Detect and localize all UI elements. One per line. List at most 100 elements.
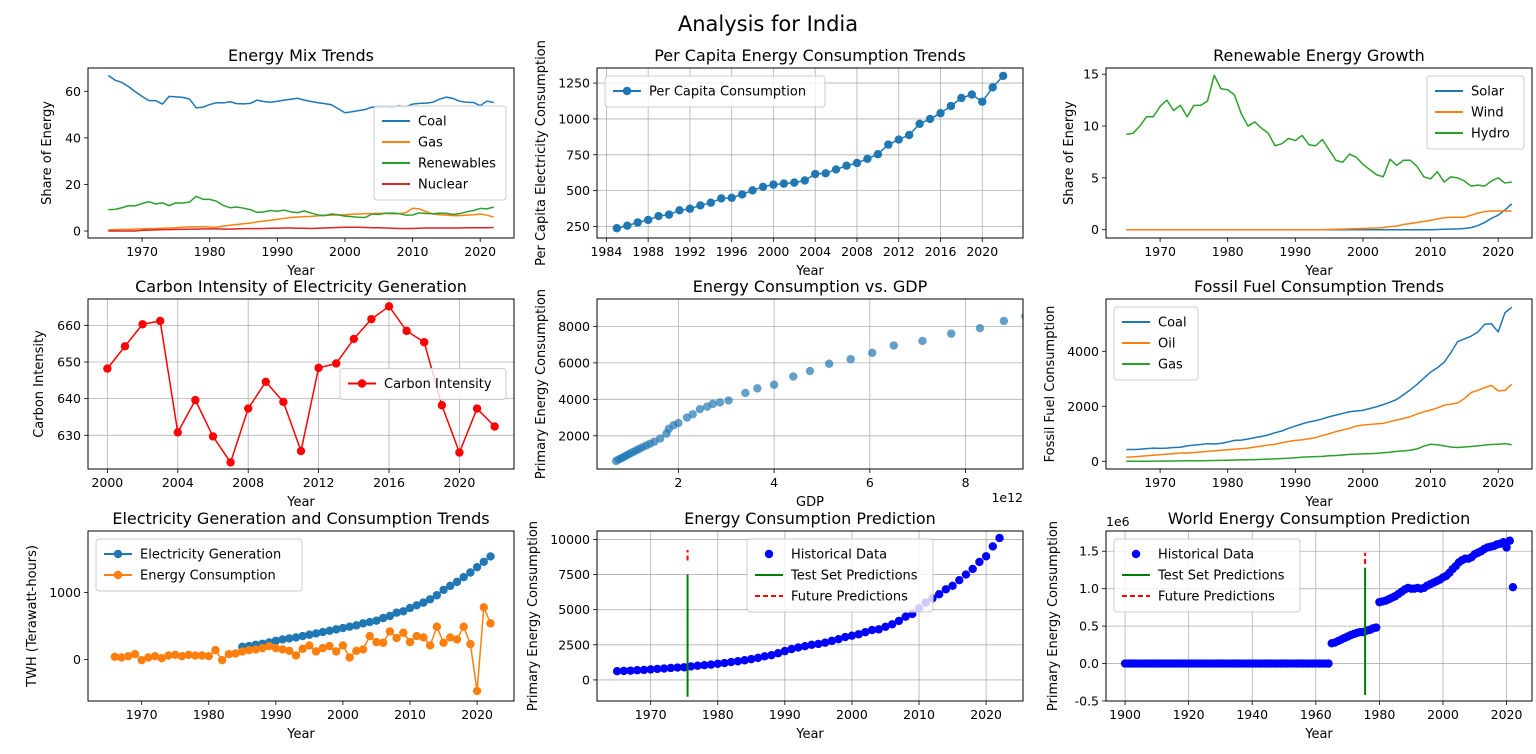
legend-box xyxy=(1113,306,1199,381)
data-point-electricity-generation xyxy=(425,595,435,604)
legend: Carbon Intensity xyxy=(339,368,507,400)
historical-point xyxy=(1505,536,1514,545)
subplot-fossil-fuel-consumption-trends: 1970 1980 1990 2000 2010 2020 0 2000 4000 Fossil … xyxy=(1043,277,1533,510)
data-point-electricity-generation xyxy=(345,622,354,631)
legend-label-future-predictions: Future Predictions xyxy=(791,590,908,605)
subplot-title: Carbon Intensity of Electricity Generati… xyxy=(135,277,467,296)
x-tick-label: 2020 xyxy=(1491,707,1523,722)
data-point-per-capita-consumption xyxy=(675,206,684,215)
y-tick-label: 0.0 xyxy=(1079,656,1099,671)
data-point-per-capita-consumption xyxy=(696,201,705,210)
legend: Per Capita Consumption xyxy=(604,75,826,108)
data-point-energy-consumption xyxy=(177,651,187,661)
axes-frame xyxy=(87,67,515,239)
historical-point xyxy=(854,630,863,639)
y-tick-label: 1000 xyxy=(49,585,81,600)
x-axis-label: GDP xyxy=(796,495,824,510)
data-point-per-capita-consumption xyxy=(957,93,966,103)
historical-point xyxy=(1324,659,1333,668)
data-point-per-capita-consumption xyxy=(884,140,893,149)
data-point-energy-consumption xyxy=(412,631,421,641)
axes-frame xyxy=(1105,530,1533,702)
historical-point xyxy=(800,642,810,651)
data-point-per-capita-consumption xyxy=(769,180,778,189)
data-point-electricity-generation xyxy=(446,581,455,591)
data-point-electricity-generation xyxy=(358,619,368,628)
x-tick-label: 8 xyxy=(962,475,970,490)
x-tick-label: 2020 xyxy=(1482,244,1514,259)
data-point-energy-consumption xyxy=(466,639,475,649)
data-point-electricity-generation xyxy=(452,577,462,587)
data-point-carbon-intensity xyxy=(120,342,130,351)
series-line-hydro xyxy=(1126,74,1512,187)
x-tick-label: 1996 xyxy=(716,244,748,259)
legend-label-electricity-generation: Electricity Generation xyxy=(140,548,281,563)
x-tick-label: 1980 xyxy=(1363,707,1395,722)
legend-label-coal: Coal xyxy=(418,115,447,130)
series-line-gas xyxy=(108,207,494,231)
data-point-per-capita-consumption xyxy=(904,130,914,140)
legend: Solar Wind Hydro xyxy=(1426,75,1525,150)
data-point-per-capita-consumption xyxy=(863,154,872,164)
data-point-energy-consumption xyxy=(311,647,321,656)
legend-label-gas: Gas xyxy=(1158,358,1183,373)
historical-point xyxy=(713,659,722,668)
historical-point xyxy=(693,661,702,670)
subplot-energy-mix-trends: 1970 1980 1990 2000 2010 2020 0 20 40 60 Energy Mi… xyxy=(40,46,515,279)
x-tick-label: 2000 xyxy=(1347,475,1379,490)
y-axis-label: Share of Energy xyxy=(40,101,55,205)
x-tick-label: 1980 xyxy=(702,707,734,722)
data-point-electricity-generation xyxy=(325,626,334,635)
data-point-energy-consumption xyxy=(392,633,401,643)
data-point-per-capita-consumption xyxy=(967,90,977,99)
historical-point xyxy=(961,570,971,579)
data-point-energy-consumption xyxy=(298,644,307,653)
y-tick-label: 250 xyxy=(566,219,590,234)
data-point-energy-consumption xyxy=(486,619,495,628)
x-axis-label: Year xyxy=(286,264,315,279)
x-tick-label: 2010 xyxy=(903,707,935,722)
scatter-point xyxy=(769,380,779,389)
data-point-electricity-generation xyxy=(332,625,341,634)
y-tick-label: 5 xyxy=(1091,170,1099,185)
historical-point xyxy=(639,665,649,675)
historical-point xyxy=(1502,543,1511,552)
x-tick-label: 2008 xyxy=(841,244,873,259)
data-point-energy-consumption xyxy=(164,651,173,660)
data-point-per-capita-consumption xyxy=(925,114,935,124)
data-point-energy-consumption xyxy=(217,655,227,665)
series-line-nuclear xyxy=(108,226,494,232)
data-point-energy-consumption xyxy=(224,649,234,659)
data-point-carbon-intensity xyxy=(490,422,499,431)
historical-point xyxy=(780,646,790,656)
data-point-per-capita-consumption xyxy=(800,176,809,185)
scatter-point xyxy=(789,372,798,381)
y-tick-label: 60 xyxy=(65,84,81,99)
data-point-energy-consumption xyxy=(197,651,207,660)
scatter-point xyxy=(846,354,855,364)
historical-point xyxy=(941,585,951,594)
subplot-per-capita-energy-consumption-trends: 1984 1988 1992 1996 2000 2004 2008 2012 2016 2020… xyxy=(534,40,1024,279)
x-tick-label: 1980 xyxy=(194,244,226,259)
data-point-carbon-intensity xyxy=(208,432,218,441)
axes-frame xyxy=(596,298,1024,470)
x-tick-label: 1990 xyxy=(261,244,293,259)
historical-point xyxy=(955,575,964,585)
data-point-carbon-intensity xyxy=(332,359,341,368)
historical-point xyxy=(934,590,944,599)
series-line-gas xyxy=(1126,442,1512,463)
data-point-carbon-intensity xyxy=(437,401,447,410)
historical-point xyxy=(760,652,769,661)
data-point-electricity-generation xyxy=(365,617,374,627)
y-axis-label: Per Capita Electricity Consumption xyxy=(534,40,549,266)
x-tick-label: 1990 xyxy=(1279,244,1311,259)
x-tick-label: 1970 xyxy=(126,244,158,259)
legend-label-historical-data: Historical Data xyxy=(1158,548,1254,563)
legend-label-renewables: Renewables xyxy=(418,157,496,172)
subplot-energy-consumption-prediction: 1970 1980 1990 2000 2010 2020 0 2500 5000 7500 100… xyxy=(526,509,1024,742)
y-tick-label: 0.5 xyxy=(1079,619,1099,634)
x-axis-label: Year xyxy=(1304,264,1333,279)
historical-point xyxy=(773,649,783,658)
legend-marker-historical-data xyxy=(1131,549,1141,559)
historical-point xyxy=(948,581,957,590)
